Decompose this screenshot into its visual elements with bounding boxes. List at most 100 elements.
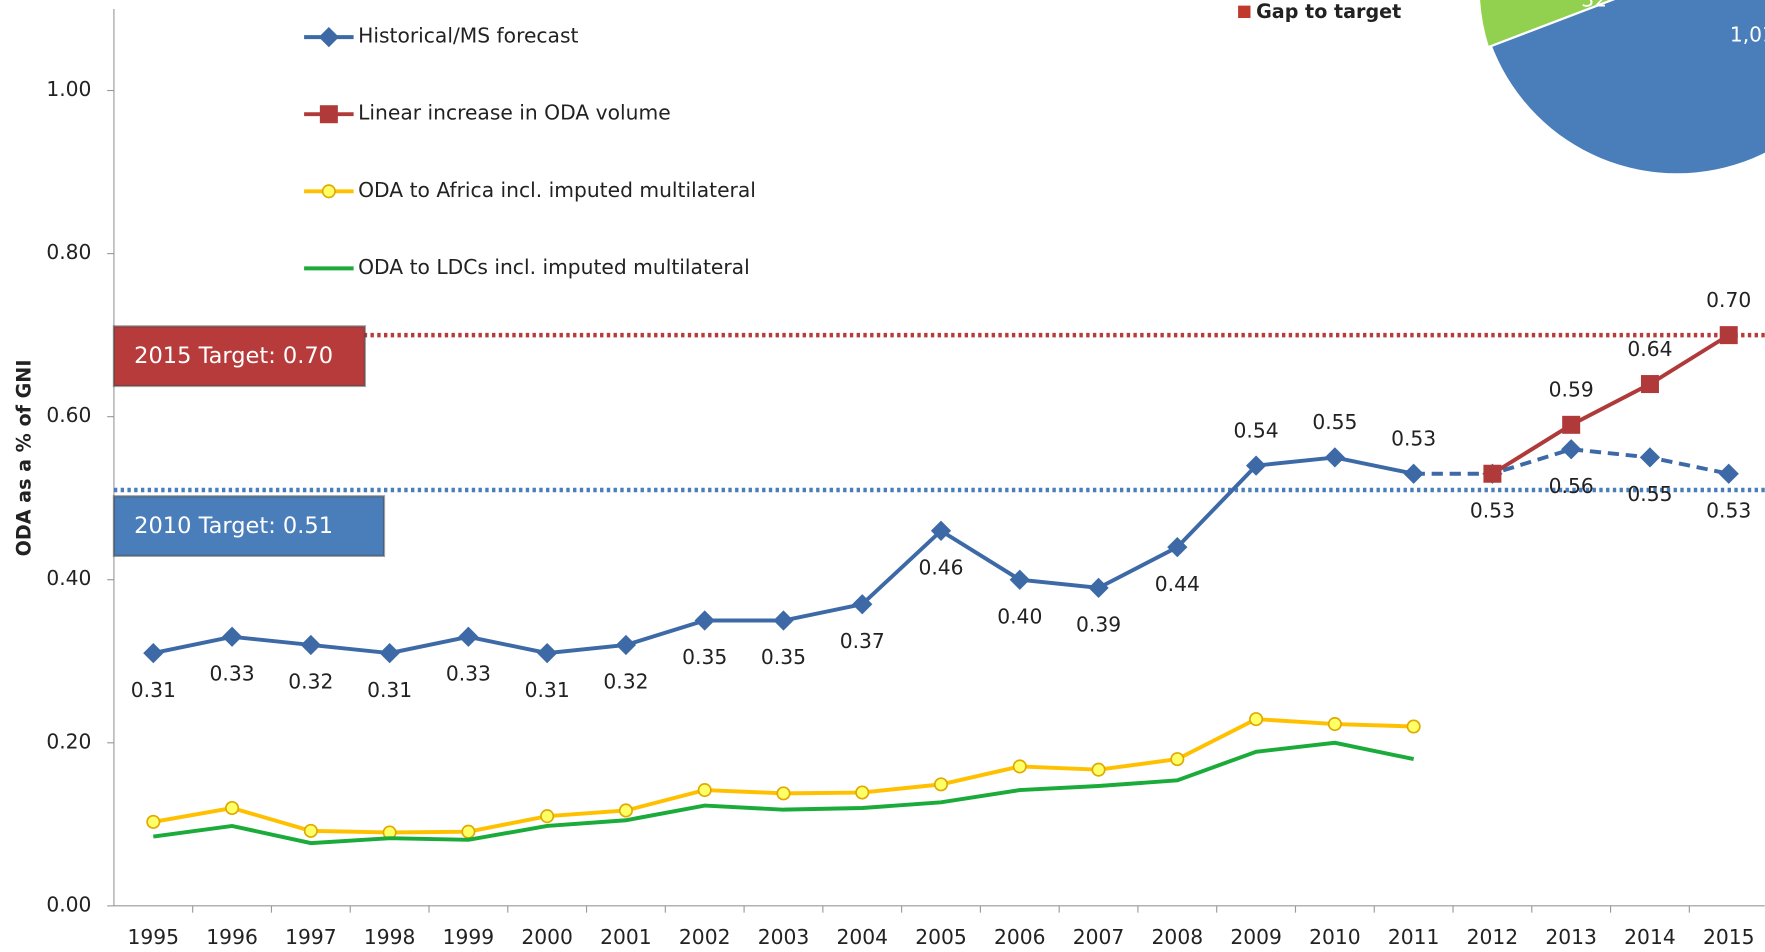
data-label: 0.55 xyxy=(1627,482,1672,506)
series xyxy=(153,740,1415,846)
point xyxy=(1562,415,1581,434)
y-tick-label: 0.60 xyxy=(46,403,91,427)
point xyxy=(1009,569,1030,590)
series xyxy=(146,712,1421,840)
x-tick-label: 2002 xyxy=(679,925,731,949)
inset-pie: 32 1,01 Gap to target xyxy=(1238,0,1765,174)
point xyxy=(618,803,633,818)
point xyxy=(221,626,243,647)
point xyxy=(319,105,338,124)
point xyxy=(1719,326,1738,345)
point xyxy=(537,642,558,664)
point xyxy=(1012,759,1027,774)
data-label: 0.37 xyxy=(840,629,885,653)
data-label: 0.53 xyxy=(1706,498,1751,522)
point xyxy=(930,520,952,541)
data-label: 0.64 xyxy=(1627,337,1672,361)
point xyxy=(1403,463,1424,484)
point xyxy=(458,626,479,647)
point xyxy=(1483,464,1502,483)
data-label: 0.53 xyxy=(1470,498,1515,522)
point xyxy=(1639,447,1661,468)
data-label: 0.70 xyxy=(1706,288,1751,312)
point xyxy=(694,610,715,631)
point xyxy=(318,27,339,48)
data-label: 0.53 xyxy=(1391,426,1436,450)
point xyxy=(1091,762,1106,777)
point xyxy=(146,814,161,829)
data-label: 0.35 xyxy=(682,645,727,669)
data-label: 0.31 xyxy=(367,678,412,702)
target-box xyxy=(112,325,366,388)
legend-label: ODA to Africa incl. imputed multilateral xyxy=(358,178,756,202)
point xyxy=(1324,447,1345,468)
data-label: 0.31 xyxy=(525,678,570,702)
point xyxy=(773,610,794,631)
point xyxy=(303,823,318,838)
data-label: 0.32 xyxy=(603,670,648,694)
x-tick-label: 1997 xyxy=(285,925,337,949)
pie-slice xyxy=(1480,0,1765,174)
target-box xyxy=(112,495,386,558)
point xyxy=(1249,712,1264,727)
point xyxy=(225,800,240,816)
y-tick-label: 0.40 xyxy=(46,566,91,590)
point xyxy=(1170,752,1185,767)
x-tick-label: 1998 xyxy=(364,925,416,949)
data-label: 0.55 xyxy=(1312,410,1357,434)
x-tick-label: 2012 xyxy=(1467,925,1519,949)
x-tick-label: 2013 xyxy=(1545,925,1597,949)
series: 0.59 0.64 0.70 xyxy=(1483,288,1751,483)
data-label: 0.32 xyxy=(288,670,333,694)
data-label: 0.59 xyxy=(1549,378,1594,402)
point xyxy=(1327,717,1342,732)
point xyxy=(300,634,321,656)
series-line xyxy=(152,717,1414,835)
x-tick-label: 1999 xyxy=(443,925,495,949)
point xyxy=(321,184,336,199)
series-line xyxy=(1491,333,1730,476)
point xyxy=(1406,719,1421,734)
x-tick-label: 2008 xyxy=(1152,925,1204,949)
y-tick-label: 1.00 xyxy=(46,77,91,101)
point xyxy=(1088,577,1109,599)
point xyxy=(776,786,791,801)
pie-legend-label: Gap to target xyxy=(1256,0,1401,23)
pie-label: 1,01 xyxy=(1730,23,1765,47)
y-tick-label: 0.00 xyxy=(46,892,91,916)
x-tick-label: 2001 xyxy=(600,925,652,949)
data-label: 0.39 xyxy=(1076,613,1121,637)
point xyxy=(540,809,555,824)
target-label: 2010 Target: 0.51 xyxy=(134,513,333,539)
x-tick-label: 2011 xyxy=(1388,925,1440,949)
x-tick-label: 2005 xyxy=(915,925,967,949)
point xyxy=(697,783,712,798)
point xyxy=(852,594,873,615)
target-label: 2015 Target: 0.70 xyxy=(134,343,333,369)
x-tick-label: 1995 xyxy=(128,925,180,949)
x-tick-label: 1996 xyxy=(206,925,258,949)
legend-label: ODA to LDCs incl. imputed multilateral xyxy=(358,255,750,279)
point xyxy=(1245,455,1267,476)
data-label: 0.31 xyxy=(131,678,176,702)
x-tick-label: 2003 xyxy=(758,925,810,949)
x-tick-label: 2007 xyxy=(1073,925,1125,949)
point xyxy=(461,824,476,839)
data-label: 0.40 xyxy=(997,604,1042,628)
x-tick-label: 2006 xyxy=(994,925,1046,949)
point xyxy=(855,785,870,800)
data-label: 0.56 xyxy=(1549,474,1594,498)
series-line xyxy=(153,740,1415,846)
pie-slice xyxy=(1477,0,1616,49)
point xyxy=(933,777,949,792)
point xyxy=(1561,439,1582,460)
point xyxy=(379,642,400,664)
x-tick-label: 2004 xyxy=(836,925,888,949)
pie-label: 32 xyxy=(1581,0,1607,12)
y-axis-label: ODA as a % of GNI xyxy=(13,360,36,557)
pie-legend-swatch xyxy=(1238,5,1251,19)
data-label: 0.46 xyxy=(918,556,963,580)
point xyxy=(1718,463,1739,484)
x-tick-label: 2009 xyxy=(1230,925,1282,949)
